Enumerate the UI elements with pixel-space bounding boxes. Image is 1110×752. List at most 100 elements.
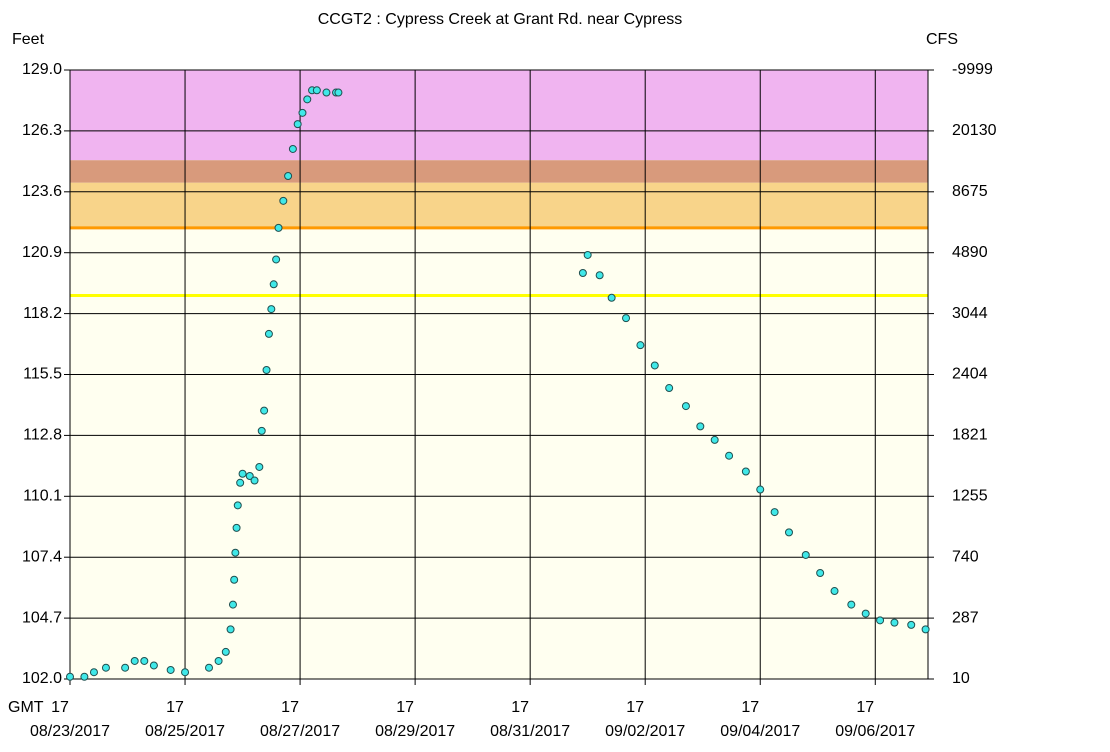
data-point bbox=[257, 426, 266, 435]
data-point bbox=[267, 305, 276, 314]
data-point bbox=[255, 462, 264, 471]
data-point bbox=[238, 469, 247, 478]
chart-title: CCGT2 : Cypress Creek at Grant Rd. near … bbox=[318, 11, 683, 28]
data-point bbox=[264, 329, 273, 338]
data-point bbox=[272, 255, 281, 264]
x-tick-label: 17 bbox=[511, 699, 529, 716]
y2-tick-label: 2404 bbox=[952, 366, 988, 383]
stage-band bbox=[70, 182, 928, 228]
data-point bbox=[226, 625, 235, 634]
y-tick-label: 110.1 bbox=[23, 488, 62, 505]
data-point bbox=[801, 550, 810, 559]
data-point bbox=[89, 668, 98, 677]
data-point bbox=[696, 422, 705, 431]
data-point bbox=[262, 365, 271, 374]
y-tick-label: 102.0 bbox=[22, 670, 62, 687]
data-point bbox=[130, 656, 139, 665]
data-point bbox=[245, 472, 254, 480]
data-point bbox=[274, 223, 283, 232]
data-point bbox=[830, 587, 839, 596]
data-point bbox=[650, 361, 659, 370]
data-point bbox=[260, 406, 269, 415]
y-tick-label: 126.3 bbox=[22, 122, 62, 139]
data-point bbox=[80, 672, 89, 681]
data-point bbox=[816, 568, 825, 577]
data-point bbox=[665, 384, 674, 393]
data-point bbox=[725, 451, 734, 460]
y-tick-label: 120.9 bbox=[22, 244, 62, 261]
x-axis-label: GMT bbox=[8, 699, 44, 716]
x-tick-label: 17 bbox=[166, 699, 184, 716]
data-point bbox=[770, 508, 779, 517]
data-point bbox=[595, 271, 604, 280]
y2-tick-label: 8675 bbox=[952, 183, 988, 200]
x-tick-date: 08/29/2017 bbox=[375, 723, 455, 740]
x-tick-date: 08/27/2017 bbox=[260, 723, 340, 740]
data-point bbox=[101, 663, 110, 672]
data-point bbox=[221, 647, 230, 656]
data-point bbox=[230, 575, 239, 584]
y2-tick-label: 3044 bbox=[952, 305, 988, 322]
x-tick-label: 17 bbox=[626, 699, 644, 716]
x-tick-date: 08/23/2017 bbox=[30, 723, 110, 740]
data-point bbox=[876, 616, 885, 625]
y-tick-label: 123.6 bbox=[22, 183, 62, 200]
x-tick-date: 09/04/2017 bbox=[720, 723, 800, 740]
stage-band bbox=[70, 70, 928, 161]
data-point bbox=[293, 120, 302, 129]
x-tick-date: 09/06/2017 bbox=[835, 723, 915, 740]
y2-tick-label: 740 bbox=[952, 548, 979, 565]
data-point bbox=[636, 341, 645, 350]
data-point bbox=[231, 548, 240, 557]
y-tick-label: 118.2 bbox=[23, 305, 62, 322]
data-point bbox=[66, 672, 74, 681]
y-tick-label: 112.8 bbox=[23, 427, 62, 444]
y-tick-label: 115.5 bbox=[23, 366, 62, 383]
x-tick-label: 17 bbox=[51, 699, 69, 716]
data-point bbox=[284, 172, 293, 181]
data-point bbox=[921, 625, 930, 634]
x-tick-label: 17 bbox=[741, 699, 759, 716]
data-point bbox=[205, 663, 214, 672]
data-point bbox=[312, 86, 321, 95]
y-tick-label: 104.7 bbox=[22, 609, 62, 626]
data-point bbox=[149, 661, 158, 670]
y2-tick-label: 1255 bbox=[952, 488, 988, 505]
y-axis-label: Feet bbox=[12, 31, 45, 48]
x-tick-date: 09/02/2017 bbox=[605, 723, 685, 740]
stage-band bbox=[70, 160, 928, 183]
data-point bbox=[861, 609, 870, 618]
data-point bbox=[121, 663, 130, 672]
data-point bbox=[232, 523, 241, 532]
data-point bbox=[756, 485, 765, 494]
data-point bbox=[681, 402, 690, 411]
y2-tick-label: 10 bbox=[952, 670, 970, 687]
data-point bbox=[236, 478, 245, 487]
y2-axis-label: CFS bbox=[926, 31, 958, 48]
y2-tick-label: 4890 bbox=[952, 244, 988, 261]
data-point bbox=[166, 665, 175, 674]
data-point bbox=[288, 144, 297, 153]
data-point bbox=[907, 620, 916, 629]
plot-frame bbox=[69, 69, 929, 680]
data-point bbox=[140, 656, 149, 665]
y-tick-label: 107.4 bbox=[22, 548, 62, 565]
y2-tick-label: 20130 bbox=[952, 122, 997, 139]
data-point bbox=[890, 618, 899, 627]
data-point bbox=[334, 88, 343, 97]
data-point bbox=[181, 668, 190, 677]
data-point bbox=[607, 293, 616, 302]
data-point bbox=[214, 656, 223, 665]
x-tick-date: 08/31/2017 bbox=[490, 723, 570, 740]
data-point bbox=[583, 250, 592, 259]
data-point bbox=[622, 314, 631, 323]
data-point bbox=[710, 435, 719, 444]
data-point bbox=[279, 196, 288, 205]
data-point bbox=[298, 108, 307, 117]
data-point bbox=[741, 467, 750, 476]
x-tick-label: 17 bbox=[396, 699, 414, 716]
data-point bbox=[322, 88, 331, 97]
data-point bbox=[269, 280, 278, 289]
data-point bbox=[250, 476, 259, 485]
